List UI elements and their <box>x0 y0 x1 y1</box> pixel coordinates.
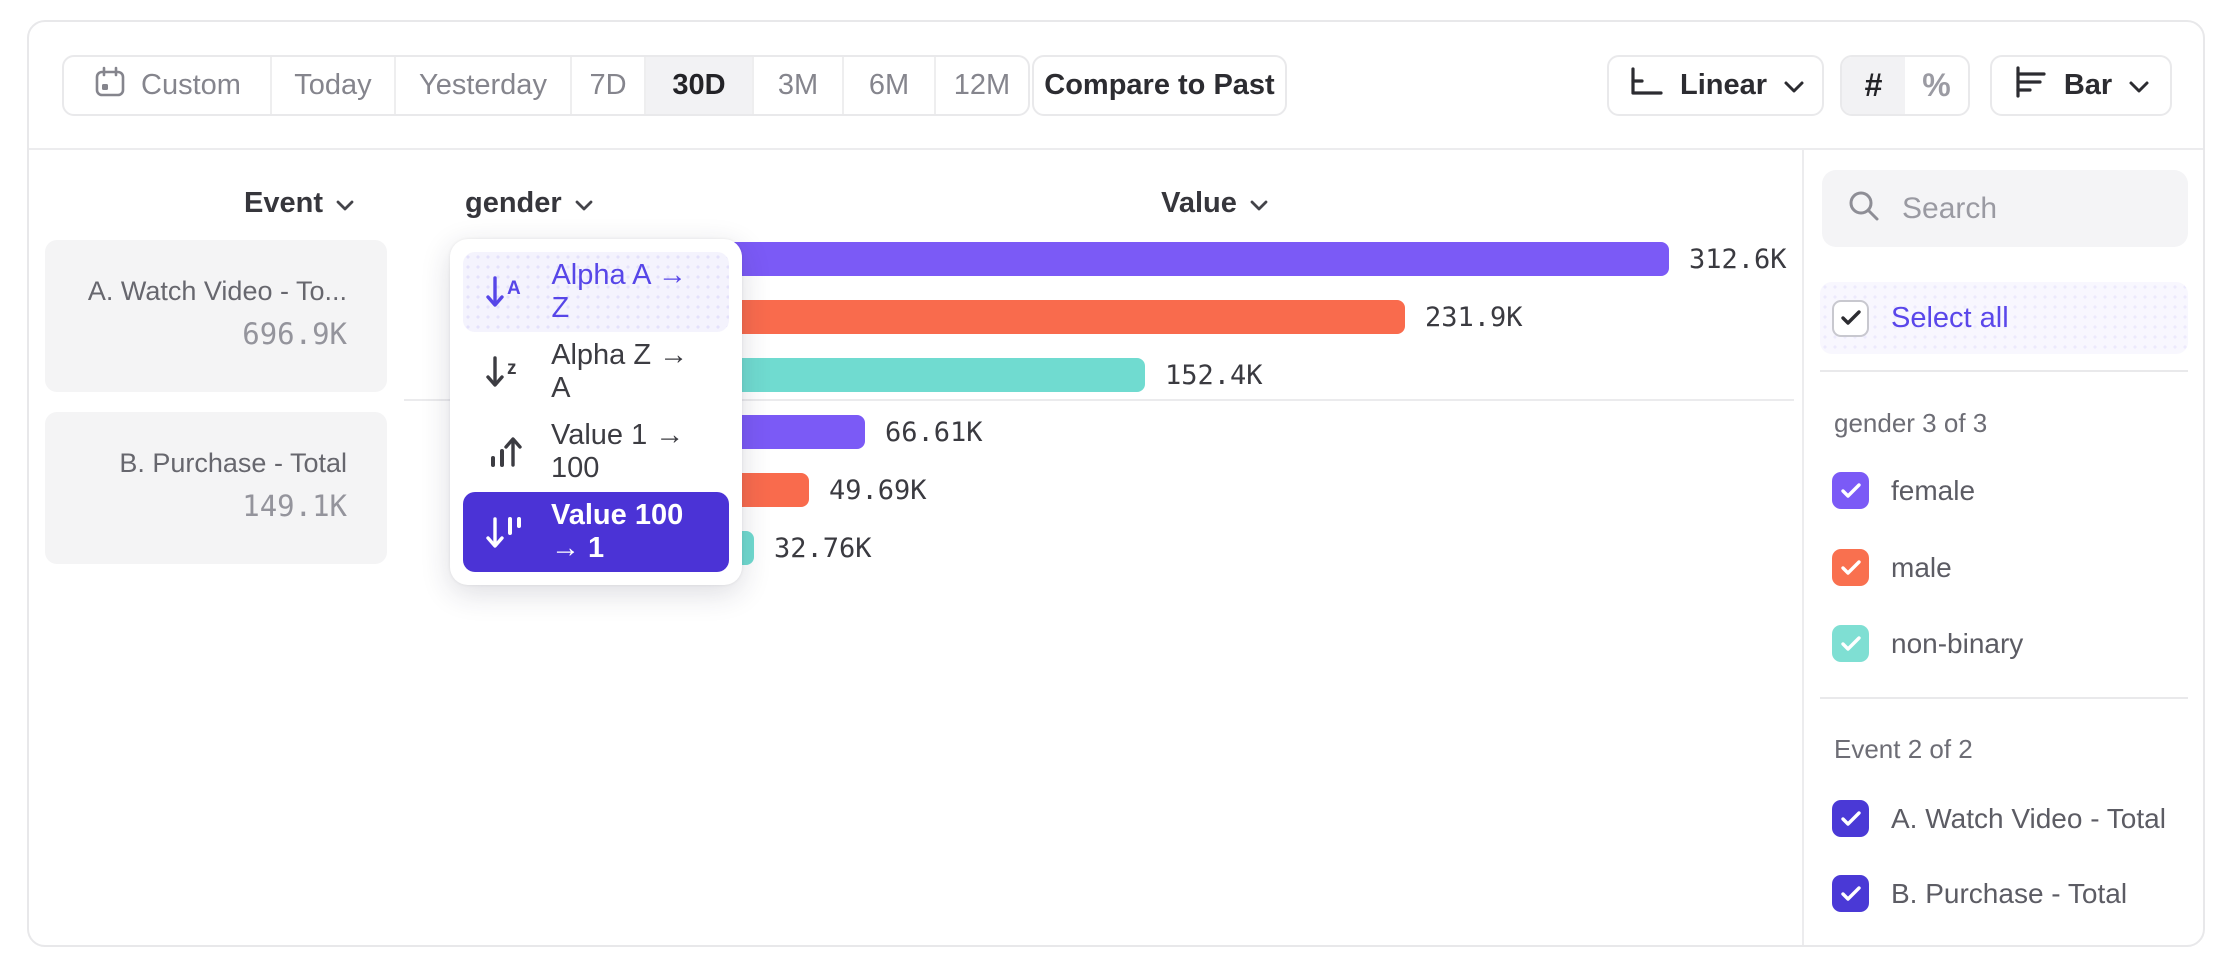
sort-option-label: Value 100 → 1 <box>551 499 684 564</box>
absolute-number-option[interactable]: # <box>1842 57 1905 114</box>
event-card[interactable]: B. Purchase - Total 149.1K <box>45 412 387 564</box>
bar-value-label: 66.61K <box>885 416 983 448</box>
select-all-checkbox[interactable] <box>1832 299 1869 337</box>
sort-value-ascending-icon <box>485 432 527 472</box>
linear-scale-button[interactable]: Linear <box>1607 55 1824 116</box>
date-range-6m[interactable]: 6M <box>842 57 934 114</box>
sort-option-value-ascending[interactable]: Value 1 → 100 <box>463 412 729 492</box>
bar-group-divider <box>404 399 1794 401</box>
female-checkbox[interactable] <box>1832 472 1869 509</box>
purchase-checkbox[interactable] <box>1832 875 1869 912</box>
sidebar-section-divider <box>1820 697 2188 699</box>
search-icon <box>1846 188 1882 229</box>
sort-alpha-ascending-icon: A <box>485 272 527 312</box>
bar-row: 231.9K <box>647 300 1523 334</box>
date-range-label: Custom <box>141 69 241 101</box>
sort-option-label: Value 1 → 100 <box>551 419 685 484</box>
sort-option-value-descending[interactable]: Value 100 → 1 <box>463 492 729 572</box>
chevron-down-icon <box>1249 187 1269 220</box>
watch-video-checkbox[interactable] <box>1832 800 1869 837</box>
filter-row-watch-video[interactable]: A. Watch Video - Total <box>1832 800 2166 837</box>
filter-label: female <box>1891 474 1976 506</box>
bar-value-label: 32.76K <box>774 532 872 564</box>
bar-value-label: 312.6K <box>1689 243 1787 275</box>
gender-column-label: gender <box>465 187 562 219</box>
bar-value-label: 152.4K <box>1165 359 1263 391</box>
date-range-30d[interactable]: 30D <box>644 57 752 114</box>
bar-row: 312.6K <box>647 242 1787 276</box>
male-checkbox[interactable] <box>1832 549 1869 586</box>
date-range-custom[interactable]: Custom <box>64 57 270 114</box>
gender-section-title: gender 3 of 3 <box>1834 408 1988 438</box>
date-range-today[interactable]: Today <box>270 57 394 114</box>
number-format-toggle: # % <box>1840 55 1970 116</box>
svg-text:z: z <box>507 358 517 379</box>
sort-option-alpha-ascending[interactable]: A Alpha A → Z <box>463 252 729 332</box>
chart-type-button[interactable]: Bar <box>1990 55 2172 116</box>
compare-to-past-label: Compare to Past <box>1044 69 1275 101</box>
event-name: A. Watch Video - To... <box>87 276 347 306</box>
sort-option-label: Alpha Z → A <box>551 339 689 404</box>
event-card[interactable]: A. Watch Video - To... 696.9K <box>45 240 387 392</box>
filter-row-non-binary[interactable]: non-binary <box>1832 625 2023 662</box>
linear-scale-label: Linear <box>1679 69 1768 101</box>
sidebar-section-divider <box>1820 370 2188 372</box>
search-input[interactable] <box>1902 191 2142 226</box>
chevron-down-icon <box>335 187 355 220</box>
value-column-label: Value <box>1161 187 1237 219</box>
chart-type-label: Bar <box>2063 69 2113 101</box>
filter-label: non-binary <box>1891 627 2024 659</box>
date-range-control: Custom Today Yesterday 7D 30D 3M 6M 12M <box>62 55 1030 116</box>
compare-to-past-button[interactable]: Compare to Past <box>1032 55 1287 116</box>
event-section-title: Event 2 of 2 <box>1834 734 1973 764</box>
search-box <box>1822 170 2188 247</box>
select-all-row[interactable]: Select all <box>1820 282 2188 354</box>
percent-option[interactable]: % <box>1922 67 1951 103</box>
event-total: 149.1K <box>242 489 347 523</box>
select-all-label: Select all <box>1891 301 2009 334</box>
event-name: B. Purchase - Total <box>119 448 347 478</box>
event-column-label: Event <box>244 187 323 219</box>
filter-label: B. Purchase - Total <box>1891 877 2128 909</box>
bar-value-label: 49.69K <box>829 474 927 506</box>
column-header-gender[interactable]: gender <box>465 187 594 220</box>
filter-row-purchase[interactable]: B. Purchase - Total <box>1832 875 2127 912</box>
column-header-value[interactable]: Value <box>1119 187 1311 220</box>
date-range-7d[interactable]: 7D <box>570 57 644 114</box>
filter-label: male <box>1891 551 1952 583</box>
report-card: Custom Today Yesterday 7D 30D 3M 6M 12M … <box>27 20 2205 947</box>
chevron-down-icon <box>2128 69 2150 102</box>
sidebar-divider <box>1802 150 1804 945</box>
sort-option-label: Alpha A → Z <box>551 259 687 324</box>
filter-row-female[interactable]: female <box>1832 472 1975 509</box>
column-header-event[interactable]: Event <box>29 187 355 220</box>
sort-value-descending-icon <box>485 512 527 552</box>
event-total: 696.9K <box>242 317 347 351</box>
axis-linear-icon <box>1626 65 1664 107</box>
toolbar-divider <box>29 148 2203 150</box>
bar-female-watch-video[interactable] <box>647 242 1669 276</box>
sort-menu: A Alpha A → Z z Alpha Z → A <box>450 239 742 585</box>
date-range-3m[interactable]: 3M <box>752 57 842 114</box>
date-range-12m[interactable]: 12M <box>934 57 1028 114</box>
filter-label: A. Watch Video - Total <box>1891 802 2166 834</box>
sort-option-alpha-descending[interactable]: z Alpha Z → A <box>463 332 729 412</box>
chevron-down-icon <box>1783 69 1805 102</box>
bar-male-watch-video[interactable] <box>647 300 1405 334</box>
date-range-yesterday[interactable]: Yesterday <box>394 57 570 114</box>
chevron-down-icon <box>574 187 594 220</box>
bar-chart-icon <box>2012 65 2048 107</box>
bar-value-label: 231.9K <box>1425 301 1523 333</box>
svg-text:A: A <box>507 278 521 299</box>
calendar-icon <box>93 65 127 107</box>
non-binary-checkbox[interactable] <box>1832 625 1869 662</box>
filter-row-male[interactable]: male <box>1832 549 1952 586</box>
sort-alpha-descending-icon: z <box>485 352 527 392</box>
